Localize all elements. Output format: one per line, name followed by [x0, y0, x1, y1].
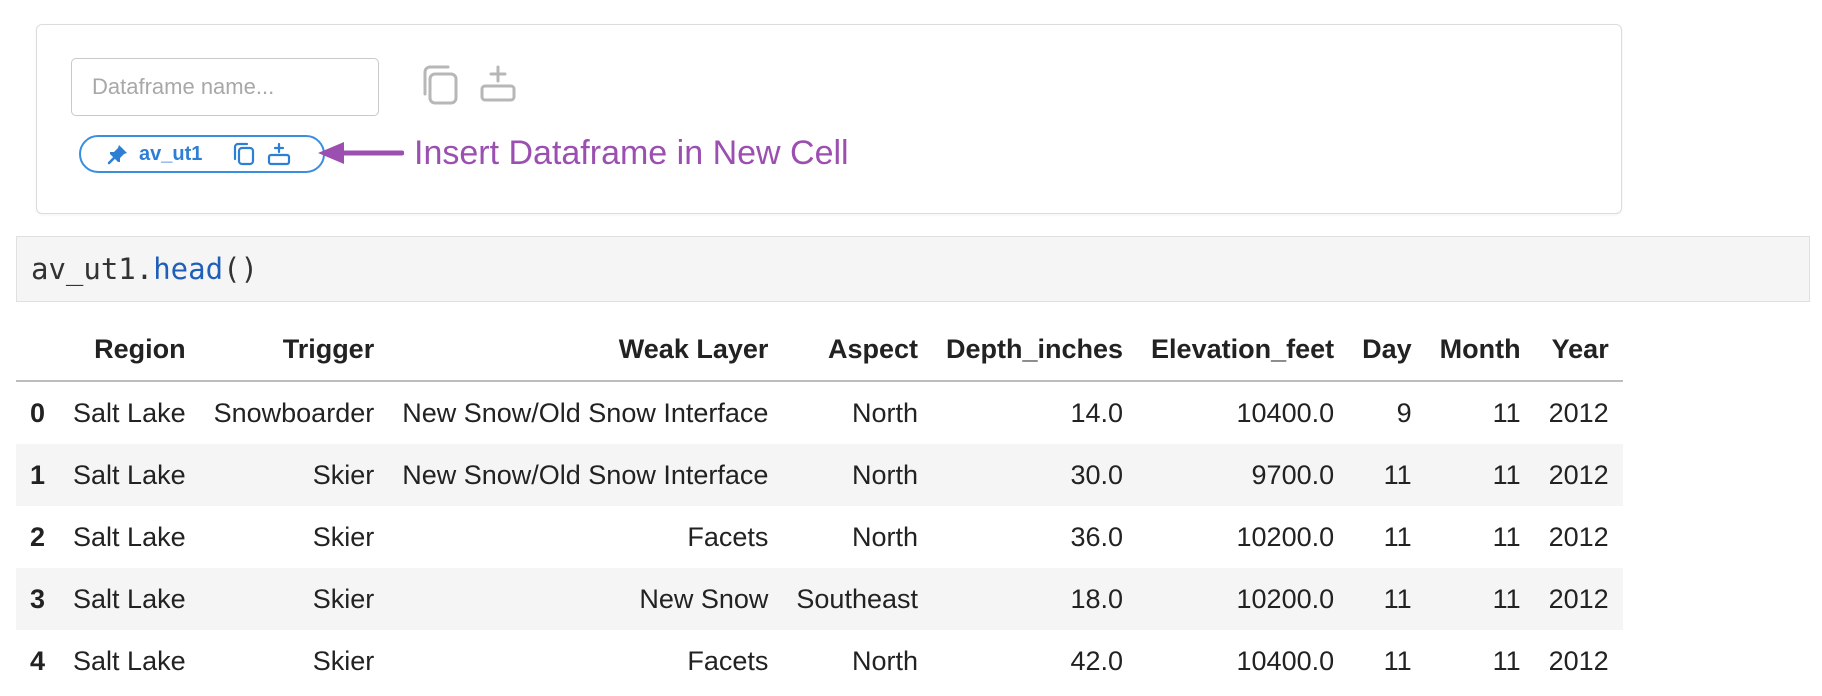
table-cell: Snowboarder [213, 397, 375, 428]
table-cell: 30.0 [1070, 459, 1124, 490]
row-index: 4 [30, 645, 46, 676]
table-cell: 2012 [1548, 583, 1609, 614]
insert-cell-icon[interactable] [266, 142, 292, 166]
table-cell: North [851, 397, 918, 428]
table-cell: Salt Lake [73, 397, 186, 428]
table-cell: 2012 [1548, 521, 1609, 552]
table-cell: New Snow [639, 583, 769, 614]
table-cell: North [851, 645, 918, 676]
column-header: Depth_inches [932, 318, 1138, 382]
table-cell: 10200.0 [1236, 583, 1335, 614]
code-object: av_ut1. [31, 252, 154, 286]
table-cell: Facets [687, 521, 769, 552]
table-cell: Salt Lake [73, 459, 186, 490]
table-cell: 14.0 [1070, 397, 1124, 428]
table-cell: 11 [1492, 583, 1521, 614]
table-cell: 11 [1383, 521, 1412, 552]
table-cell: 42.0 [1070, 645, 1124, 676]
table-cell: Salt Lake [73, 583, 186, 614]
table-cell: 2012 [1548, 645, 1609, 676]
table-cell: 10200.0 [1236, 521, 1335, 552]
table-row: 4 Salt Lake Skier Facets North 42.0 1040… [16, 630, 1623, 692]
dataframe-panel: av_ut1 [36, 24, 1622, 214]
column-header: Aspect [782, 318, 932, 382]
table-cell: 11 [1383, 645, 1412, 676]
table-cell: 11 [1492, 645, 1521, 676]
column-header: Month [1425, 318, 1535, 382]
code-cell[interactable]: av_ut1. head() [16, 236, 1810, 302]
table-cell: 36.0 [1070, 521, 1124, 552]
table-cell: 11 [1492, 521, 1521, 552]
table-cell: Salt Lake [73, 521, 186, 552]
table-cell: North [851, 521, 918, 552]
table-cell: 10400.0 [1236, 397, 1335, 428]
table-cell: 10400.0 [1236, 645, 1335, 676]
row-index: 1 [30, 459, 46, 490]
column-header-index [16, 318, 60, 382]
column-header: Region [59, 318, 200, 382]
column-header: Day [1348, 318, 1426, 382]
table-cell: Skier [312, 521, 375, 552]
table-cell: Salt Lake [73, 645, 186, 676]
table-cell: New Snow/Old Snow Interface [402, 397, 769, 428]
table-cell: 11 [1383, 459, 1412, 490]
dataframe-table: Region Trigger Weak Layer Aspect Depth_i… [16, 318, 1623, 692]
table-row: 1 Salt Lake Skier New Snow/Old Snow Inte… [16, 444, 1623, 506]
table-cell: Skier [312, 645, 375, 676]
table-cell: Southeast [796, 583, 918, 614]
table-cell: Skier [312, 459, 375, 490]
column-header: Weak Layer [388, 318, 783, 382]
annotation-arrow [318, 140, 405, 179]
copy-icon[interactable] [419, 63, 461, 107]
code-call: () [223, 252, 258, 286]
insert-cell-icon[interactable] [477, 63, 519, 107]
table-row: 3 Salt Lake Skier New Snow Southeast 18.… [16, 568, 1623, 630]
column-header: Year [1534, 318, 1623, 382]
table-row: 2 Salt Lake Skier Facets North 36.0 1020… [16, 506, 1623, 568]
table-cell: 11 [1492, 397, 1521, 428]
code-method: head [153, 252, 224, 286]
table-header-row: Region Trigger Weak Layer Aspect Depth_i… [16, 318, 1623, 382]
table-cell: 11 [1383, 583, 1412, 614]
annotation-text: Insert Dataframe in New Cell [414, 134, 849, 172]
copy-icon[interactable] [232, 142, 256, 166]
row-index: 0 [30, 397, 46, 428]
table-cell: 9 [1396, 397, 1412, 428]
dataframe-chip-label: av_ut1 [139, 142, 203, 165]
row-index: 2 [30, 521, 46, 552]
table-cell: New Snow/Old Snow Interface [402, 459, 769, 490]
table-cell: 18.0 [1070, 583, 1124, 614]
column-header: Elevation_feet [1137, 318, 1349, 382]
table-cell: North [851, 459, 918, 490]
table-row: 0 Salt Lake Snowboarder New Snow/Old Sno… [16, 381, 1623, 444]
dataframe-chip[interactable]: av_ut1 [79, 135, 325, 173]
column-header: Trigger [199, 318, 389, 382]
table-cell: 11 [1492, 459, 1521, 490]
table-cell: Facets [687, 645, 769, 676]
table-cell: 2012 [1548, 397, 1609, 428]
table-cell: 2012 [1548, 459, 1609, 490]
pin-icon[interactable] [107, 143, 129, 165]
table-cell: 9700.0 [1251, 459, 1335, 490]
dataframe-name-input[interactable] [71, 58, 379, 116]
row-index: 3 [30, 583, 46, 614]
table-cell: Skier [312, 583, 375, 614]
